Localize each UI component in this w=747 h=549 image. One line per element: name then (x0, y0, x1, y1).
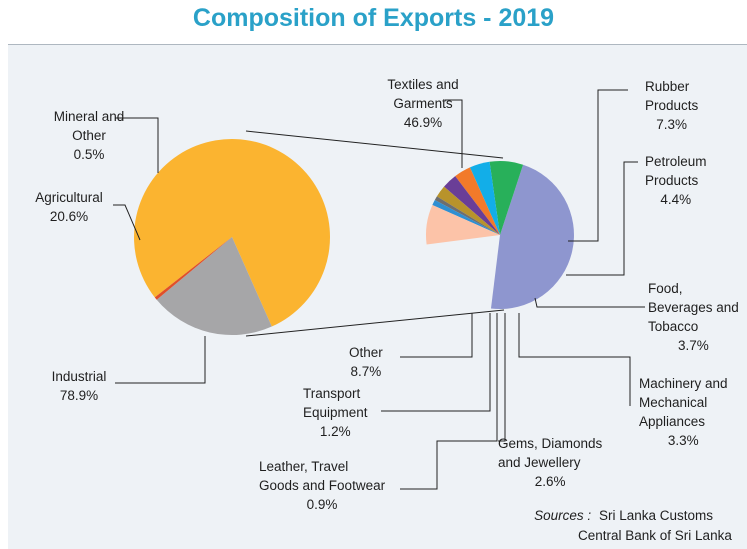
right-pie-label-rubber: Rubber Products 7.3% (645, 79, 699, 132)
left-pie-leader-mineral (115, 117, 159, 173)
right-pie-slice-petroleum (469, 161, 500, 235)
sources-line1: Sri Lanka Customs (599, 508, 713, 523)
pie-connector-top (245, 130, 504, 159)
left-pie-label-industrial: Industrial 78.9% (52, 369, 107, 403)
right-pie-label-transport: Transport Equipment 1.2% (303, 386, 368, 439)
chart-title: Composition of Exports - 2019 (192, 4, 555, 32)
right-pie-leader-leather (400, 313, 498, 490)
right-pie-leader-food (534, 297, 645, 308)
right-pie-leader-petroleum (566, 161, 638, 276)
right-pie-slice-food (455, 167, 500, 235)
right-pie-slice-textiles (490, 164, 574, 309)
right-pie-label-petroleum: Petroleum Products 4.4% (645, 154, 707, 207)
sources-label: Sources : Sri Lanka Customs (534, 508, 713, 523)
right-pie-slice-other (426, 205, 500, 245)
right-pie-label-machinery: Machinery and Mechanical Appliances 3.3% (639, 376, 728, 448)
panel-top-border (8, 44, 747, 45)
left-pie-slice-industrial (134, 139, 331, 327)
right-pie-slice-transport (432, 199, 500, 235)
right-pie-slice-machinery (444, 176, 500, 235)
right-pie-label-leather: Leather, Travel Goods and Footwear 0.9% (259, 459, 386, 512)
right-pie-label-food: Food, Beverages and Tobacco 3.7% (648, 281, 739, 353)
left-pie-label-mineral: Mineral and Other 0.5% (54, 109, 125, 162)
sources-prefix: Sources : (534, 508, 591, 523)
left-pie-leader-industrial (115, 336, 206, 384)
right-pie-label-textiles: Textiles and Garments 46.9% (387, 77, 458, 130)
sources-line2: Central Bank of Sri Lanka (578, 528, 732, 543)
chart-panel (8, 44, 747, 549)
left-pie-slice-mineral (154, 237, 232, 300)
right-pie-leader-machinery (518, 313, 631, 406)
right-pie-label-other: Other 8.7% (349, 345, 383, 379)
right-pie-slice-gems (436, 186, 500, 235)
right-pie-leader-textiles (445, 99, 463, 168)
right-pie-label-gems: Gems, Diamonds and Jewellery 2.6% (498, 436, 603, 489)
pie-connector-bottom (245, 309, 505, 337)
left-pie-leader-agricultural (113, 204, 141, 241)
right-pie-leader-transport (381, 313, 491, 412)
right-pie-slice-rubber (489, 161, 524, 235)
right-pie-leader-gems (498, 313, 506, 442)
right-pie-slice-leather (434, 196, 500, 235)
left-pie-slice-agricultural (156, 237, 272, 336)
right-pie-leader-rubber (568, 89, 628, 242)
right-pie-leader-other (400, 313, 473, 358)
left-pie-label-agricultural: Agricultural 20.6% (35, 190, 103, 224)
